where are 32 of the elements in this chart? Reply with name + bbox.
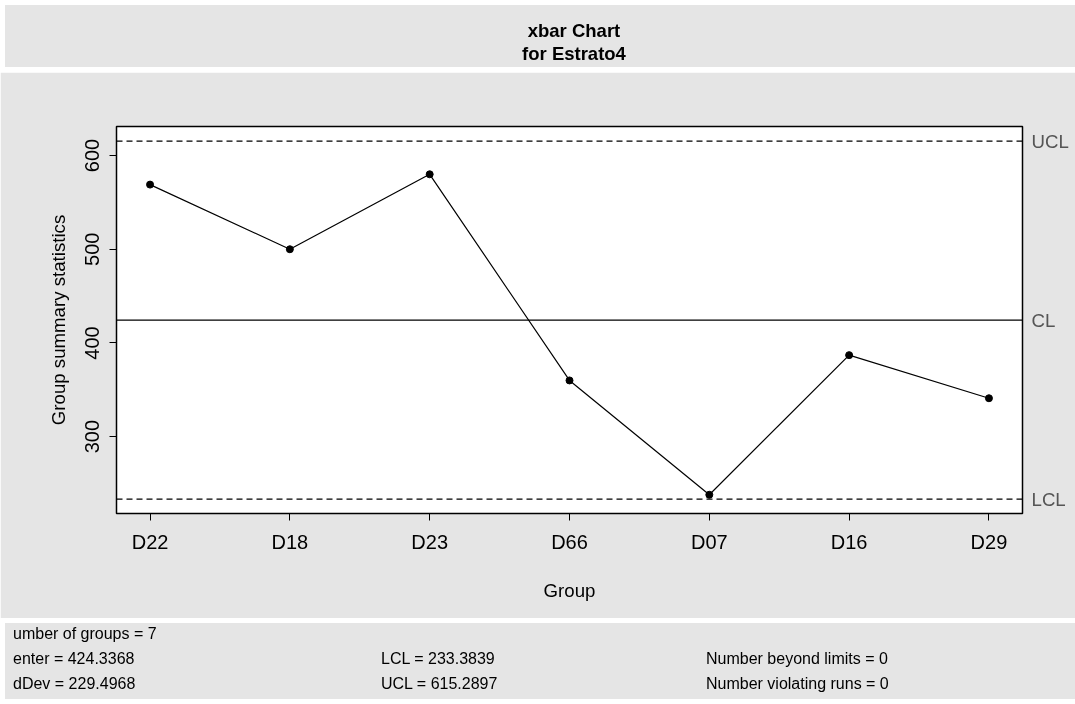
ref-line-label: CL (1031, 309, 1056, 331)
ref-line-label: LCL (1031, 488, 1066, 510)
x-tick-label: D16 (830, 530, 868, 553)
point (285, 245, 294, 254)
text: enter = 424.3368 (13, 649, 135, 669)
x-axis-title: Group (543, 579, 596, 601)
point (984, 394, 993, 403)
text: UCL = 615.2897 (381, 674, 498, 694)
x-tick-label: D66 (551, 530, 588, 553)
point (705, 490, 714, 499)
text: umber of groups = 7 (13, 624, 157, 644)
x-tick-label: D07 (690, 530, 728, 553)
y-axis-title: Group summary statistics (47, 214, 69, 426)
text: Number beyond limits = 0 (706, 649, 888, 669)
point (565, 376, 574, 385)
x-tick-label: D18 (271, 530, 309, 553)
y-tick-label: 600 (81, 138, 104, 173)
point (425, 170, 434, 179)
y-tick-label: 500 (81, 232, 104, 266)
chart-title: xbar Chart (526, 19, 622, 42)
ref-line-label: UCL (1031, 130, 1069, 152)
x-tick-label: D23 (411, 530, 449, 553)
x-tick-label: D22 (131, 530, 169, 553)
point (146, 180, 155, 189)
text: dDev = 229.4968 (13, 674, 136, 694)
y-tick-label: 300 (81, 419, 104, 454)
x-tick-label: D29 (970, 530, 1008, 553)
point (845, 351, 854, 360)
chart-subtitle: for Estrato4 (522, 42, 626, 65)
y-tick-label: 400 (81, 326, 104, 360)
text: Number violating runs = 0 (706, 674, 889, 694)
text: LCL = 233.3839 (381, 649, 495, 669)
